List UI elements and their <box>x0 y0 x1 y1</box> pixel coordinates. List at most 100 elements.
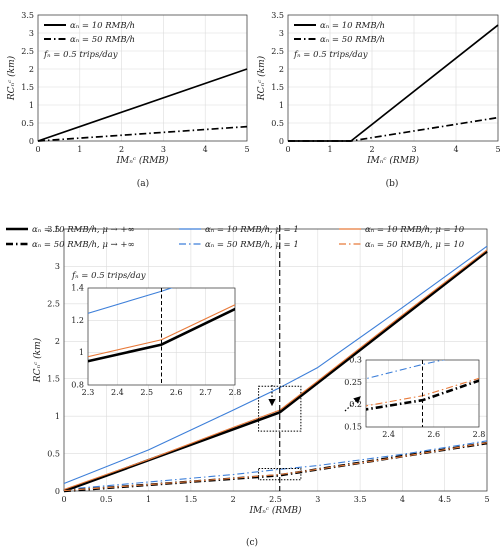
legend-label: αₙ = 10 RMB/h, μ = 1 <box>205 225 299 235</box>
y-tick-label: 3 <box>55 262 60 271</box>
y-tick-label: 2 <box>279 65 284 74</box>
x-tick-label: 0 <box>285 145 290 154</box>
legend-label: αₙ = 50 RMB/h, μ → +∞ <box>32 240 135 250</box>
chart-b: 0 1 2 3 4 5 0 0.5 1 1.5 2 2.5 3 3.5 αₙ = 10 RMB/h αₙ = … <box>256 11 501 189</box>
series-line <box>288 116 499 142</box>
x-tick-label: 3 <box>161 145 166 154</box>
x-tick-label: 2.4 <box>382 430 395 439</box>
y-tick-label: 1 <box>279 101 284 110</box>
series-line <box>63 442 488 492</box>
x-tick-label: 2.7 <box>199 388 212 397</box>
x-tick-label: 2 <box>231 495 236 504</box>
y-tick-label: 3 <box>279 29 284 38</box>
y-tick-label: 0.5 <box>21 119 34 128</box>
legend-label: αₙ = 10 RMB/h <box>70 21 135 31</box>
y-tick-label: 3.5 <box>21 11 34 20</box>
plot-frame <box>37 14 248 142</box>
caption: (b) <box>386 178 399 189</box>
x-tick-label: 4.5 <box>438 495 451 504</box>
y-tick-label: 0.3 <box>349 355 362 364</box>
x-tick-label: 2 <box>119 145 124 154</box>
zoom-region-box <box>258 385 302 432</box>
x-tick-label: 3.5 <box>354 495 367 504</box>
x-tick-label: 1 <box>146 495 151 504</box>
x-axis-label: IMₙᶜ (RMB) <box>248 505 302 516</box>
legend-label: αₙ = 50 RMB/h, μ = 1 <box>205 240 299 250</box>
y-tick-label: 3.5 <box>271 11 284 20</box>
x-tick-label: 1.5 <box>185 495 198 504</box>
y-tick-label: 1 <box>79 348 84 357</box>
y-tick-label: 1.5 <box>21 83 34 92</box>
y-tick-label: 0.8 <box>71 380 84 389</box>
inset-1: 2.3 2.4 2.5 2.6 2.7 2.8 0.8 1 1.2 1.4 <box>71 283 242 397</box>
series-line <box>63 440 488 491</box>
caption: (c) <box>246 537 258 548</box>
x-tick-label: 4 <box>203 145 208 154</box>
legend-label: αₙ = 10 RMB/h, μ = 10 <box>365 225 465 235</box>
legend-label: αₙ = 50 RMB/h <box>320 35 385 45</box>
zoom-region-box <box>258 468 302 481</box>
x-tick-label: 4 <box>453 145 458 154</box>
y-tick-label: 1 <box>29 101 34 110</box>
x-tick-label: 5 <box>495 145 500 154</box>
legend-label: αₙ = 10 RMB/h, μ → +∞ <box>32 225 135 235</box>
x-tick-label: 2 <box>369 145 374 154</box>
y-tick-label: 2 <box>55 337 60 346</box>
x-tick-label: 4 <box>400 495 405 504</box>
x-axis-label: IMₙᶜ (RMB) <box>366 155 420 166</box>
x-tick-label: 3 <box>315 495 320 504</box>
x-tick-label: 2.3 <box>82 388 95 397</box>
legend-label: αₙ = 50 RMB/h, μ = 10 <box>365 240 465 250</box>
y-tick-label: 0 <box>279 137 284 146</box>
x-tick-label: 2.6 <box>170 388 183 397</box>
y-tick-label: 0.2 <box>349 400 362 409</box>
y-tick-label: 0.5 <box>271 119 284 128</box>
y-tick-label: 1 <box>55 412 60 421</box>
series-line <box>366 360 446 380</box>
x-tick-label: 5 <box>484 495 489 504</box>
series-line <box>88 304 235 358</box>
x-tick-label: 5 <box>244 145 249 154</box>
x-tick-label: 2.4 <box>111 388 124 397</box>
series-line <box>37 125 248 142</box>
annotation: fₙ = 0.5 trips/day <box>293 50 368 60</box>
legend-label: αₙ = 10 RMB/h <box>320 21 385 31</box>
x-tick-label: 0 <box>35 145 40 154</box>
y-axis-label: RCₙᶜ (km) <box>256 55 267 101</box>
y-axis-label: RCₙᶜ (km) <box>32 337 43 383</box>
y-tick-label: 0.5 <box>47 449 60 458</box>
y-axis-label: RCₙᶜ (km) <box>6 55 17 101</box>
y-tick-label: 2.5 <box>271 47 284 56</box>
plot-frame <box>287 14 499 142</box>
x-tick-label: 2.8 <box>473 430 486 439</box>
legend-label: αₙ = 50 RMB/h <box>70 35 135 45</box>
y-tick-label: 1.5 <box>47 375 60 384</box>
y-tick-label: 3 <box>29 29 34 38</box>
x-tick-label: 1 <box>77 145 82 154</box>
x-tick-label: 0 <box>61 495 66 504</box>
x-tick-label: 2.8 <box>229 388 242 397</box>
y-tick-label: 2.5 <box>47 300 60 309</box>
series-line <box>63 250 488 493</box>
y-tick-label: 1.4 <box>71 283 84 292</box>
y-tick-label: 3.5 <box>47 225 60 234</box>
x-axis-label: IMₙᶜ (RMB) <box>115 155 169 166</box>
chart-a: 0 1 2 3 4 5 0 0.5 1 1.5 2 2.5 3 3.5 αₙ = 10 RMB/h αₙ = … <box>6 11 250 189</box>
y-tick-label: 2.5 <box>21 47 34 56</box>
x-tick-label: 0.5 <box>100 495 113 504</box>
y-tick-label: 1.5 <box>271 83 284 92</box>
series-line <box>88 307 235 363</box>
y-tick-label: 0 <box>29 137 34 146</box>
inset-2: 2.4 2.6 2.8 0.15 0.2 0.25 0.3 <box>344 355 486 439</box>
y-tick-label: 0.15 <box>344 422 362 431</box>
y-tick-label: 0 <box>55 487 60 496</box>
x-tick-label: 2.6 <box>427 430 440 439</box>
y-tick-label: 2 <box>29 65 34 74</box>
x-tick-label: 3 <box>411 145 416 154</box>
y-tick-label: 1.2 <box>71 316 84 325</box>
annotation: fₙ = 0.5 trips/day <box>43 50 118 60</box>
plot-frame <box>63 228 488 492</box>
x-tick-label: 2.5 <box>269 495 282 504</box>
